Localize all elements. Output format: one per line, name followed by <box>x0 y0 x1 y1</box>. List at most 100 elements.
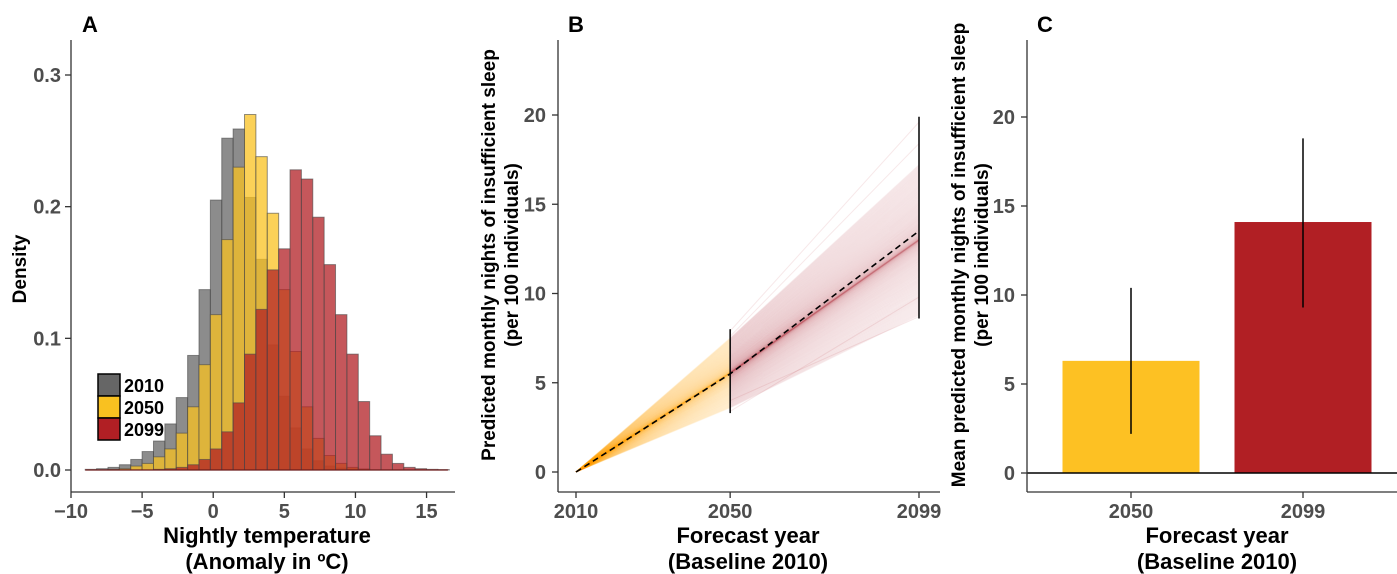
posterior-line-2050-2099 <box>729 225 920 367</box>
posterior-line-2050-2099 <box>729 255 920 381</box>
posterior-line-2050-2099 <box>729 296 920 401</box>
panel-a-legend: 2010 2050 2099 <box>97 373 164 441</box>
panel-label-c: C <box>1037 12 1053 37</box>
posterior-line-2050-2099 <box>729 231 920 370</box>
posterior-line-2050-2099 <box>729 219 920 365</box>
x-tick-label: −5 <box>131 501 154 523</box>
panel-c-x-axis-title: Forecast year <box>1145 523 1289 548</box>
posterior-line-2050-2099 <box>729 191 920 352</box>
posterior-line-2010-2050 <box>575 381 731 473</box>
posterior-line-2050-2099 <box>729 219 920 364</box>
posterior-line-2010-2050 <box>575 339 731 473</box>
posterior-line-2050-2099 <box>729 242 920 375</box>
posterior-line-2050-2099 <box>729 178 920 345</box>
posterior-line-2050-2099 <box>729 172 920 343</box>
x-tick-label: 2099 <box>1281 501 1326 523</box>
posterior-line-2010-2050 <box>575 405 731 473</box>
posterior-line-2010-2050 <box>575 339 731 473</box>
posterior-line-2050-2099 <box>729 195 920 353</box>
posterior-line-2050-2099 <box>729 263 920 385</box>
x-tick-label: −10 <box>54 501 88 523</box>
posterior-line-2010-2050 <box>575 402 731 473</box>
posterior-line-2010-2050 <box>575 366 731 473</box>
posterior-line-2010-2050 <box>575 398 731 473</box>
posterior-line-2050-2099 <box>729 235 920 372</box>
posterior-line-2050-2099 <box>729 270 920 388</box>
posterior-line-2050-2099 <box>729 240 920 374</box>
posterior-line-2010-2050 <box>575 378 731 473</box>
posterior-line-2050-2099 <box>729 301 920 403</box>
posterior-line-2010-2050 <box>575 367 731 473</box>
posterior-line-2050-2099 <box>729 252 920 380</box>
legend-swatch-2050 <box>97 395 121 419</box>
y-tick-label: 20 <box>524 105 546 127</box>
x-tick-label: 2050 <box>1109 501 1154 523</box>
posterior-line-2050-2099 <box>729 266 920 387</box>
posterior-line-2050-2099 <box>729 216 920 363</box>
posterior-line-2050-2099 <box>729 205 920 358</box>
posterior-line-2050-2099 <box>729 227 920 368</box>
posterior-line-2050-2099 <box>729 228 920 369</box>
posterior-line-2050-2099 <box>729 257 920 382</box>
posterior-line-2010-2050 <box>575 367 731 473</box>
posterior-line-2050-2099 <box>729 266 920 386</box>
histogram-bar-2099 <box>289 169 302 471</box>
posterior-line-2050-2099 <box>729 203 920 357</box>
posterior-line-2050-2099 <box>729 253 920 380</box>
posterior-line-2050-2099 <box>729 254 920 381</box>
histogram-bar-2099 <box>312 216 325 471</box>
posterior-line-2050-2099 <box>729 189 920 350</box>
posterior-line-2050-2099 <box>729 240 920 374</box>
posterior-line-2050-2099 <box>729 184 920 348</box>
panel-c-bar-chart: C 2050 2099 0 5 10 15 20 Forecast year (Basel… <box>949 12 1397 574</box>
posterior-line-2050-2099 <box>729 170 920 342</box>
posterior-line-2050-2099 <box>729 185 920 349</box>
posterior-line-2010-2050 <box>575 346 731 473</box>
legend-swatch-2099 <box>97 417 121 441</box>
posterior-line-2010-2050 <box>575 365 731 473</box>
posterior-line-2050-2099 <box>729 177 920 345</box>
posterior-line-2050-2099 <box>729 261 920 384</box>
posterior-line-2050-2099 <box>729 263 920 385</box>
posterior-line-2050-2099 <box>729 245 920 377</box>
posterior-line-2050-2099 <box>729 298 920 401</box>
posterior-line-2010-2050 <box>575 400 731 473</box>
posterior-line-2050-2099 <box>729 264 920 386</box>
posterior-line-2050-2099 <box>729 265 920 386</box>
posterior-line-2050-2099 <box>729 297 920 401</box>
posterior-line-2010-2050 <box>575 350 731 473</box>
posterior-line-2010-2050 <box>575 357 731 473</box>
posterior-line-2010-2050 <box>575 391 731 473</box>
posterior-line-2010-2050 <box>575 338 731 473</box>
posterior-line-2010-2050 <box>575 344 731 473</box>
posterior-line-2010-2050 <box>575 349 731 473</box>
y-tick-label: 15 <box>993 196 1015 218</box>
posterior-line-2050-2099 <box>729 295 920 400</box>
histogram-bar-2099 <box>357 401 371 471</box>
posterior-line-2010-2050 <box>575 387 731 473</box>
posterior-line-2010-2050 <box>575 352 731 473</box>
posterior-line-2050-2099 <box>729 289 920 397</box>
panel-a-y-axis-title: Density <box>10 234 31 303</box>
posterior-line-2050-2099 <box>729 299 920 402</box>
posterior-line-2050-2099 <box>729 166 920 340</box>
posterior-line-2010-2050 <box>575 391 731 473</box>
posterior-line-2050-2099 <box>729 199 920 355</box>
posterior-line-2050-2099 <box>729 228 920 369</box>
posterior-line-2050-2099 <box>729 274 920 390</box>
posterior-line-2010-2050 <box>575 356 731 473</box>
posterior-line-2050-2099 <box>729 281 920 394</box>
posterior-line-2010-2050 <box>575 343 731 473</box>
posterior-line-2010-2050 <box>575 341 731 473</box>
posterior-line-2010-2050 <box>575 388 731 473</box>
posterior-line-2050-2099 <box>729 179 920 346</box>
posterior-line-2010-2050 <box>575 384 731 473</box>
panel-label-b: B <box>568 12 584 37</box>
posterior-line-2050-2099 <box>729 244 920 376</box>
posterior-line-2010-2050 <box>575 386 731 473</box>
histogram-bar-2050 <box>175 432 189 471</box>
posterior-line-2050-2099 <box>729 204 920 357</box>
posterior-line-2010-2050 <box>575 394 731 473</box>
posterior-line-2050-2099 <box>729 217 920 364</box>
posterior-line-2050-2099 <box>729 256 920 382</box>
